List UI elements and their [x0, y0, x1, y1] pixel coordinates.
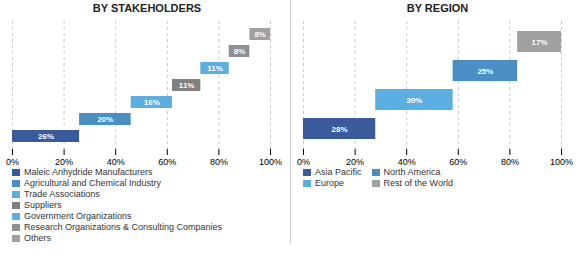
svg-text:80%: 80%: [210, 157, 228, 167]
svg-text:60%: 60%: [158, 157, 176, 167]
html-text:Europe: Europe: [315, 178, 344, 188]
svg-text:60%: 60%: [449, 157, 467, 167]
html-text:Government Organizations: Government Organizations: [24, 211, 132, 221]
svg-text:80%: 80%: [501, 157, 519, 167]
html-text:BY STAKEHOLDERS: BY STAKEHOLDERS: [92, 2, 202, 14]
svg-text:28%: 28%: [332, 125, 348, 134]
svg-text:17%: 17%: [532, 38, 548, 47]
svg-text:0%: 0%: [297, 157, 310, 167]
html-text:Others: Others: [24, 233, 51, 243]
svg-text:30%: 30%: [406, 96, 422, 105]
html-text:Suppliers: Suppliers: [24, 200, 62, 210]
svg-text:20%: 20%: [55, 157, 73, 167]
svg-text:100%: 100%: [259, 157, 282, 167]
html-text:Research Organizations & Consu: Research Organizations & Consulting Comp…: [24, 222, 223, 232]
html-text:North America: North America: [383, 167, 441, 177]
svg-text:0%: 0%: [6, 157, 19, 167]
svg-text:40%: 40%: [398, 157, 416, 167]
html-text:BY REGION: BY REGION: [406, 2, 469, 14]
html-text:Maleic Anhydride Manufacturers: Maleic Anhydride Manufacturers: [24, 167, 153, 177]
svg-text:25%: 25%: [477, 67, 493, 76]
svg-text:11%: 11%: [179, 81, 195, 90]
html-text:Trade Associations: Trade Associations: [24, 189, 100, 199]
html-text:Rest of the World: Rest of the World: [383, 178, 453, 188]
svg-text:20%: 20%: [97, 115, 113, 124]
svg-text:11%: 11%: [207, 64, 223, 73]
svg-text:20%: 20%: [346, 157, 364, 167]
html-text:Agricultural and Chemical Indu: Agricultural and Chemical Industry: [24, 178, 162, 188]
svg-text:40%: 40%: [107, 157, 125, 167]
svg-text:8%: 8%: [254, 30, 266, 39]
svg-text:8%: 8%: [234, 47, 246, 56]
svg-text:100%: 100%: [550, 157, 573, 167]
svg-text:26%: 26%: [38, 132, 54, 141]
html-text:Asia Pacific: Asia Pacific: [315, 167, 362, 177]
svg-text:16%: 16%: [144, 98, 160, 107]
